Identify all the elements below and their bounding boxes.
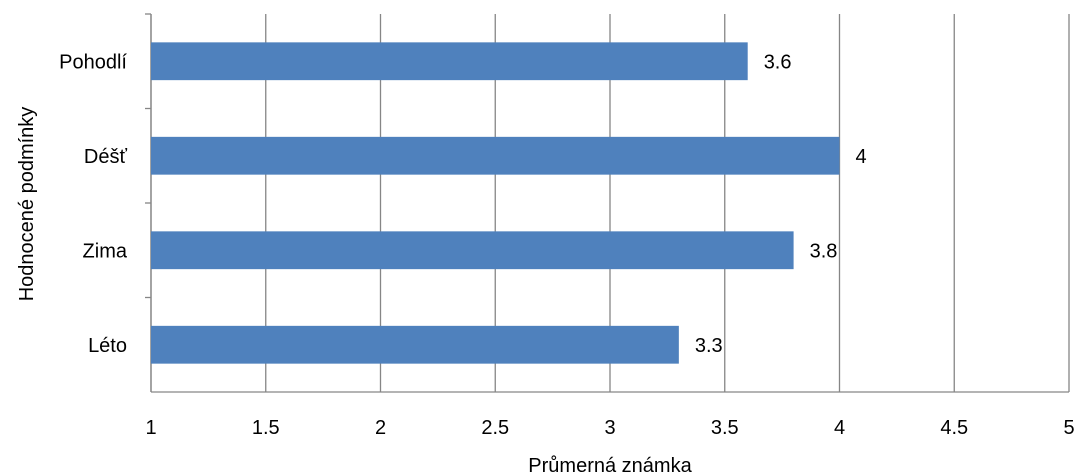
data-label: 3.6 — [764, 51, 792, 73]
data-label: 3.8 — [810, 240, 838, 262]
x-tick-label: 2 — [375, 417, 386, 439]
bar-2 — [151, 136, 840, 175]
data-label: 3.3 — [695, 335, 723, 357]
y-axis-title: Hodnocené podmínky — [16, 107, 38, 302]
x-tick-label: 5 — [1063, 417, 1074, 439]
x-tick-label: 1 — [145, 417, 156, 439]
x-tick-label: 4.5 — [940, 417, 968, 439]
category-label: Pohodlí — [59, 51, 127, 73]
category-label: Léto — [88, 335, 127, 357]
category-label: Zima — [83, 240, 128, 262]
x-tick-label: 4 — [834, 417, 845, 439]
category-label: Déšť — [84, 146, 128, 168]
x-tick-label: 3 — [604, 417, 615, 439]
bar-3 — [151, 231, 794, 270]
label-layer: 1 1.5 2 2.5 3 3.5 4 4.5 5 Pohodlí 3.6 Déšť 4 Zima 3.8 L… — [59, 51, 1074, 439]
bar-layer — [151, 42, 840, 364]
x-tick-label: 2.5 — [481, 417, 509, 439]
bar-1 — [151, 42, 748, 81]
x-tick-label: 1.5 — [252, 417, 280, 439]
x-tick-label: 3.5 — [711, 417, 739, 439]
bar-4 — [151, 325, 679, 364]
data-label: 4 — [856, 146, 867, 168]
x-axis-title: Průmerná známka — [528, 455, 692, 474]
